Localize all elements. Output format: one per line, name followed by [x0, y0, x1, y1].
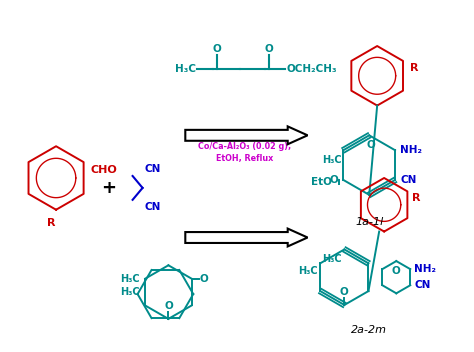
Text: R: R: [410, 63, 419, 73]
Text: O: O: [330, 175, 338, 185]
Text: CHO: CHO: [91, 165, 118, 175]
Text: +: +: [101, 179, 116, 197]
Text: H₃C: H₃C: [322, 254, 341, 264]
Text: Co/Ca-Al₂O₃ (0.02 g),: Co/Ca-Al₂O₃ (0.02 g),: [199, 142, 292, 151]
Text: 1a-1l: 1a-1l: [355, 217, 383, 227]
Text: H₃C: H₃C: [322, 155, 341, 165]
Polygon shape: [185, 126, 308, 144]
Text: H₃C: H₃C: [120, 274, 140, 284]
Text: O: O: [264, 44, 273, 54]
Text: NH₂: NH₂: [400, 145, 422, 155]
Text: H₃C: H₃C: [175, 64, 196, 74]
Text: NH₂: NH₂: [414, 264, 436, 274]
Text: CN: CN: [400, 175, 416, 185]
Text: R: R: [412, 193, 420, 203]
Text: O: O: [213, 44, 221, 54]
Text: O: O: [200, 274, 209, 284]
Text: EtOH, Reflux: EtOH, Reflux: [216, 154, 273, 163]
Text: R: R: [47, 218, 55, 228]
Text: OCH₂CH₃: OCH₂CH₃: [287, 64, 337, 74]
Text: O: O: [392, 266, 401, 276]
Polygon shape: [185, 228, 308, 246]
Text: CN: CN: [145, 202, 161, 212]
Text: H₃C: H₃C: [298, 266, 317, 276]
Text: O: O: [164, 301, 173, 311]
Text: EtO: EtO: [310, 177, 331, 187]
Text: CN: CN: [414, 280, 431, 290]
Text: CN: CN: [145, 164, 161, 174]
Text: 2a-2m: 2a-2m: [351, 325, 387, 335]
Text: H₃C: H₃C: [120, 287, 140, 297]
Text: O: O: [367, 140, 375, 150]
Text: O: O: [340, 287, 349, 297]
